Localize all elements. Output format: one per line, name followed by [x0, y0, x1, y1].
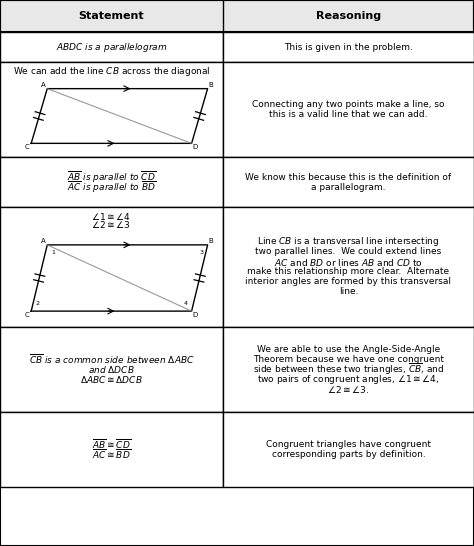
Text: $\overline{CB}$ is a common side between $\Delta ABC$: $\overline{CB}$ is a common side between…: [28, 353, 194, 366]
Text: B: B: [209, 238, 213, 244]
Text: Line $CB$ is a transversal line intersecting: Line $CB$ is a transversal line intersec…: [257, 235, 439, 248]
Text: make this relationship more clear.  Alternate: make this relationship more clear. Alter…: [247, 268, 449, 276]
Bar: [0, 157, 223, 207]
Text: $\overline{AB}$ is parallel to $\overline{CD}$: $\overline{AB}$ is parallel to $\overlin…: [67, 169, 156, 185]
Text: $AC$ and $BD$ or lines $AB$ and $CD$ to: $AC$ and $BD$ or lines $AB$ and $CD$ to: [274, 257, 423, 268]
Text: Congruent triangles have congruent: Congruent triangles have congruent: [266, 440, 431, 449]
Bar: [0, 62, 223, 157]
Text: This is given in the problem.: This is given in the problem.: [284, 43, 413, 51]
Text: 1: 1: [51, 250, 55, 255]
Text: We can add the line $CB$ across the diagonal: We can add the line $CB$ across the diag…: [13, 64, 210, 78]
Text: C: C: [25, 312, 29, 318]
Text: Statement: Statement: [79, 11, 144, 21]
Text: D: D: [192, 144, 198, 150]
Bar: [0, 207, 223, 327]
Text: a parallelogram.: a parallelogram.: [311, 182, 386, 192]
Text: Reasoning: Reasoning: [316, 11, 381, 21]
Text: Connecting any two points make a line, so: Connecting any two points make a line, s…: [252, 100, 445, 109]
Text: line.: line.: [338, 288, 358, 296]
Text: interior angles are formed by this transversal: interior angles are formed by this trans…: [246, 277, 451, 287]
Text: two parallel lines.  We could extend lines: two parallel lines. We could extend line…: [255, 247, 441, 257]
Text: $\angle 2 \cong \angle 3$.: $\angle 2 \cong \angle 3$.: [327, 384, 370, 395]
Bar: [223, 327, 474, 412]
Text: $\overline{AB} \cong \overline{CD}$: $\overline{AB} \cong \overline{CD}$: [92, 437, 131, 452]
Text: A: A: [40, 82, 45, 88]
Text: We know this because this is the definition of: We know this because this is the definit…: [246, 173, 451, 181]
Text: corresponding parts by definition.: corresponding parts by definition.: [272, 450, 425, 459]
Bar: [0, 0, 474, 32]
Text: $\overline{AC}$ is parallel to $\overline{BD}$: $\overline{AC}$ is parallel to $\overlin…: [67, 180, 156, 194]
Bar: [223, 157, 474, 207]
Text: D: D: [192, 312, 198, 318]
Bar: [223, 207, 474, 327]
Text: $ABDC$ is a parallelogram: $ABDC$ is a parallelogram: [56, 40, 167, 54]
Bar: [223, 32, 474, 62]
Text: A: A: [40, 238, 45, 244]
Text: $\angle 1 \cong \angle 4$: $\angle 1 \cong \angle 4$: [91, 211, 131, 222]
Text: $\overline{AC} \cong \overline{BD}$: $\overline{AC} \cong \overline{BD}$: [92, 448, 131, 461]
Text: side between these two triangles, $\overline{CB}$, and: side between these two triangles, $\over…: [253, 362, 444, 377]
Text: C: C: [25, 144, 29, 150]
Text: 2: 2: [35, 301, 39, 306]
Text: this is a valid line that we can add.: this is a valid line that we can add.: [269, 110, 428, 119]
Text: We are able to use the Angle-Side-Angle: We are able to use the Angle-Side-Angle: [257, 345, 440, 354]
Bar: [223, 62, 474, 157]
Text: 4: 4: [183, 301, 188, 306]
Text: Theorem because we have one congruent: Theorem because we have one congruent: [253, 355, 444, 364]
Text: $\angle 2 \cong \angle 3$: $\angle 2 \cong \angle 3$: [91, 219, 131, 230]
Bar: [0, 327, 223, 412]
Text: and $\Delta DCB$: and $\Delta DCB$: [88, 364, 135, 375]
Text: two pairs of congruent angles, $\angle 1 \cong \angle 4$,: two pairs of congruent angles, $\angle 1…: [257, 373, 440, 386]
Text: B: B: [209, 82, 213, 88]
Bar: [223, 412, 474, 487]
Bar: [0, 412, 223, 487]
Text: $\Delta ABC \cong \Delta DCB$: $\Delta ABC \cong \Delta DCB$: [80, 374, 143, 385]
Bar: [0, 32, 223, 62]
Text: 3: 3: [200, 250, 204, 255]
